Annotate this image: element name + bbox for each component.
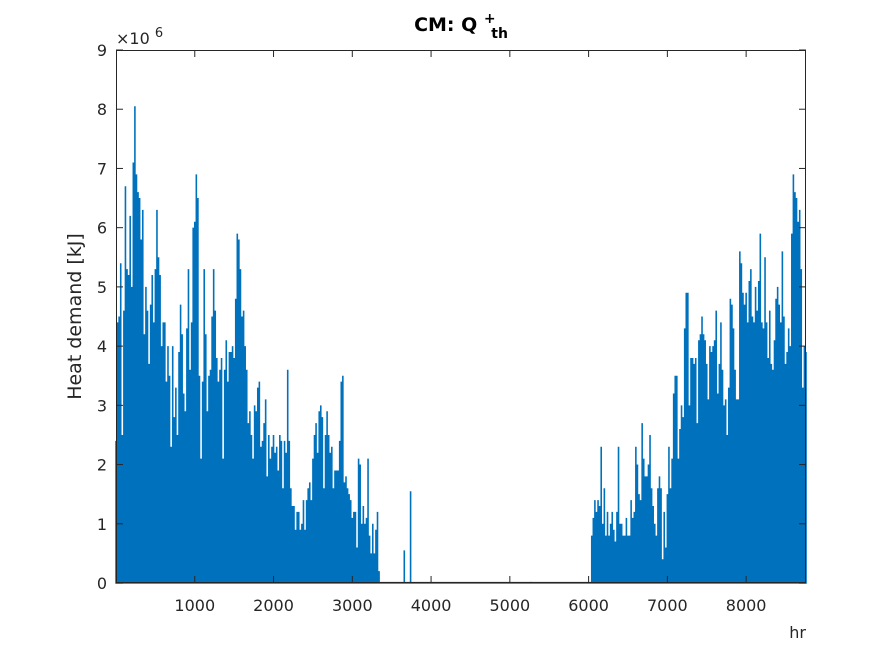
- y-tick-label: 0: [97, 574, 107, 593]
- y-exponent-power: 6: [155, 26, 163, 41]
- y-tick-label: 7: [97, 159, 107, 178]
- y-tick-label: 8: [97, 100, 107, 119]
- y-tick-label: 4: [97, 337, 107, 356]
- y-tick-label: 3: [97, 396, 107, 415]
- x-tick-label: 4000: [411, 596, 452, 615]
- x-tick-label: 6000: [568, 596, 609, 615]
- x-tick-label: 7000: [647, 596, 688, 615]
- y-exponent-base: ×10: [116, 29, 150, 48]
- y-tick-label: 6: [97, 219, 107, 238]
- x-tick-label: 8000: [726, 596, 767, 615]
- chart-title-superscript: +: [484, 11, 496, 27]
- y-tick-label: 2: [97, 456, 107, 475]
- x-tick-label: 2000: [253, 596, 294, 615]
- y-tick-label: 9: [97, 41, 107, 60]
- x-tick-label: 1000: [174, 596, 215, 615]
- series-line-0: [115, 106, 807, 584]
- chart-title-main: CM: Q: [414, 14, 477, 36]
- chart-title: CM: Q + th: [414, 6, 508, 42]
- chart-title-subscript: th: [491, 26, 508, 42]
- axes-box: [116, 50, 806, 583]
- y-tick-label: 1: [97, 515, 107, 534]
- y-axis-label: Heat demand [kJ]: [64, 233, 86, 400]
- x-tick-label: 3000: [332, 596, 373, 615]
- y-tick-label: 5: [97, 278, 107, 297]
- y-axis-exponent-label: ×10 6: [116, 26, 163, 48]
- x-axis-ticks: 1000 2000 3000 4000 5000 6000 7000 8000: [174, 50, 766, 615]
- x-axis-label: hr: [789, 623, 806, 642]
- x-tick-label: 5000: [489, 596, 530, 615]
- y-axis-ticks: 0 1 2 3 4 5 6 7 8 9: [97, 41, 806, 593]
